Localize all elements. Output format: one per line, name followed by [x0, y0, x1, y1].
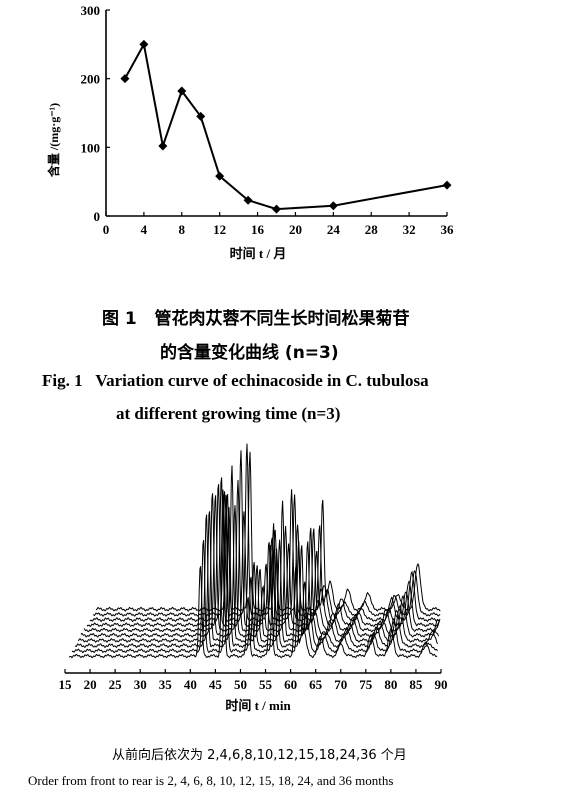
figure1-x-tick-label: 20	[289, 222, 302, 237]
figure2-trace-24-months	[92, 443, 441, 617]
figure2-trace-15-months	[86, 450, 441, 628]
figure1-caption-zh-line1: 图 1 管花肉苁蓉不同生长时间松果菊苷	[102, 304, 410, 329]
figure1-data-point	[196, 111, 206, 121]
figure1-x-tick-label: 4	[141, 222, 148, 237]
figure1-data-point	[139, 39, 149, 49]
figure1-caption-en-line1: Fig. 1 Variation curve of echinacoside i…	[42, 371, 429, 391]
figure1-data-point	[272, 204, 281, 214]
figure1-x-axis-label: 时间 t / 月	[230, 246, 287, 261]
figure2-x-tick-label: 45	[209, 677, 223, 692]
figure1-caption-en-line2: at different growing time (n=3)	[116, 404, 341, 423]
figure1-data-point	[442, 180, 452, 190]
figure1-x-tick-label: 32	[403, 222, 416, 237]
figure2-x-tick-label: 85	[409, 677, 423, 692]
figure2-x-tick-label: 75	[359, 677, 373, 692]
figure2-trace-36-months	[95, 451, 441, 612]
figure1-x-tick-label: 28	[365, 222, 379, 237]
figure1-data-point	[243, 195, 253, 205]
figure2-trace-10-months	[80, 493, 440, 638]
figure1-y-tick-label: 300	[81, 3, 101, 18]
figure2-x-tick-label: 35	[159, 677, 173, 692]
figure2-note-zh: 从前向后依次为 2,4,6,8,10,12,15,18,24,36 个月	[112, 748, 407, 763]
figure2-x-tick-label: 90	[435, 677, 448, 692]
figure2-x-tick-label: 65	[309, 677, 323, 692]
figure2-x-tick-label: 40	[184, 677, 197, 692]
figure2-x-tick-label: 55	[259, 677, 273, 692]
figure1-axes: 0 4 8 12 16 20 24 28 32 36 0 100 200 300	[81, 3, 455, 237]
figure2-trace-2-months	[68, 489, 438, 659]
figure2-x-tick-label: 70	[334, 677, 347, 692]
figure1-series	[120, 39, 452, 214]
figure1-caption-zh-line2: 的含量变化曲线 (n=3)	[160, 343, 339, 363]
figure1-data-point	[120, 74, 130, 84]
figure2-trace-12-months	[83, 479, 440, 633]
figure1-y-tick-label: 0	[94, 209, 101, 224]
figure1-y-tick-label: 200	[81, 72, 101, 87]
figure2-x-tick-label: 30	[134, 677, 147, 692]
figure1-y-axis-label: 含量 /(mg·g⁻¹)	[46, 103, 61, 177]
figure1-caption-zh-title: 管花肉苁蓉不同生长时间松果菊苷	[154, 309, 410, 329]
figure1-y-tick-label: 100	[81, 140, 101, 155]
figure1-data-point	[177, 86, 187, 96]
figure1-caption-en-title: Variation curve of echinacoside in C. tu…	[95, 371, 429, 390]
figure1-x-tick-label: 16	[251, 222, 265, 237]
figure1-x-tick-label: 0	[103, 222, 110, 237]
figure1-caption-en-label: Fig. 1	[42, 371, 83, 390]
figure1-x-tick-label: 36	[441, 222, 455, 237]
figure2-trace-18-months	[89, 477, 441, 623]
figure2-x-tick-label: 80	[384, 677, 397, 692]
figure1-data-point	[215, 171, 225, 181]
figure1-x-tick-label: 12	[213, 222, 226, 237]
figure1-caption-zh-label: 图 1	[102, 309, 137, 329]
figure2-note-en: Order from front to rear is 2, 4, 6, 8, …	[28, 773, 394, 788]
figure1-data-point	[328, 201, 338, 211]
figure1-data-point	[158, 141, 168, 151]
figure1-x-tick-label: 24	[327, 222, 341, 237]
figure2-trace-4-months	[71, 494, 438, 654]
figure2-traces	[68, 443, 441, 659]
figure1-series-line	[124, 41, 448, 211]
figure2-x-axis: 15 20 25 30 35 40 45 50 55 60 65 70 75 80 85 90	[59, 669, 448, 692]
figure2-x-tick-label: 20	[84, 677, 97, 692]
figure2-chromatogram: 15 20 25 30 35 40 45 50 55 60 65 70 75 80 85 90 时间 t / …	[59, 443, 448, 713]
figure1-x-tick-label: 8	[179, 222, 186, 237]
figure2-x-tick-label: 60	[284, 677, 297, 692]
figure2-x-tick-label: 25	[109, 677, 123, 692]
figure1-chart: 0 4 8 12 16 20 24 28 32 36 0 100 200 300 含量 /(mg·g⁻¹)…	[46, 3, 455, 261]
figure2-x-tick-label: 50	[234, 677, 247, 692]
figure2-x-axis-label: 时间 t / min	[225, 698, 291, 713]
figure2-x-tick-label: 15	[59, 677, 73, 692]
